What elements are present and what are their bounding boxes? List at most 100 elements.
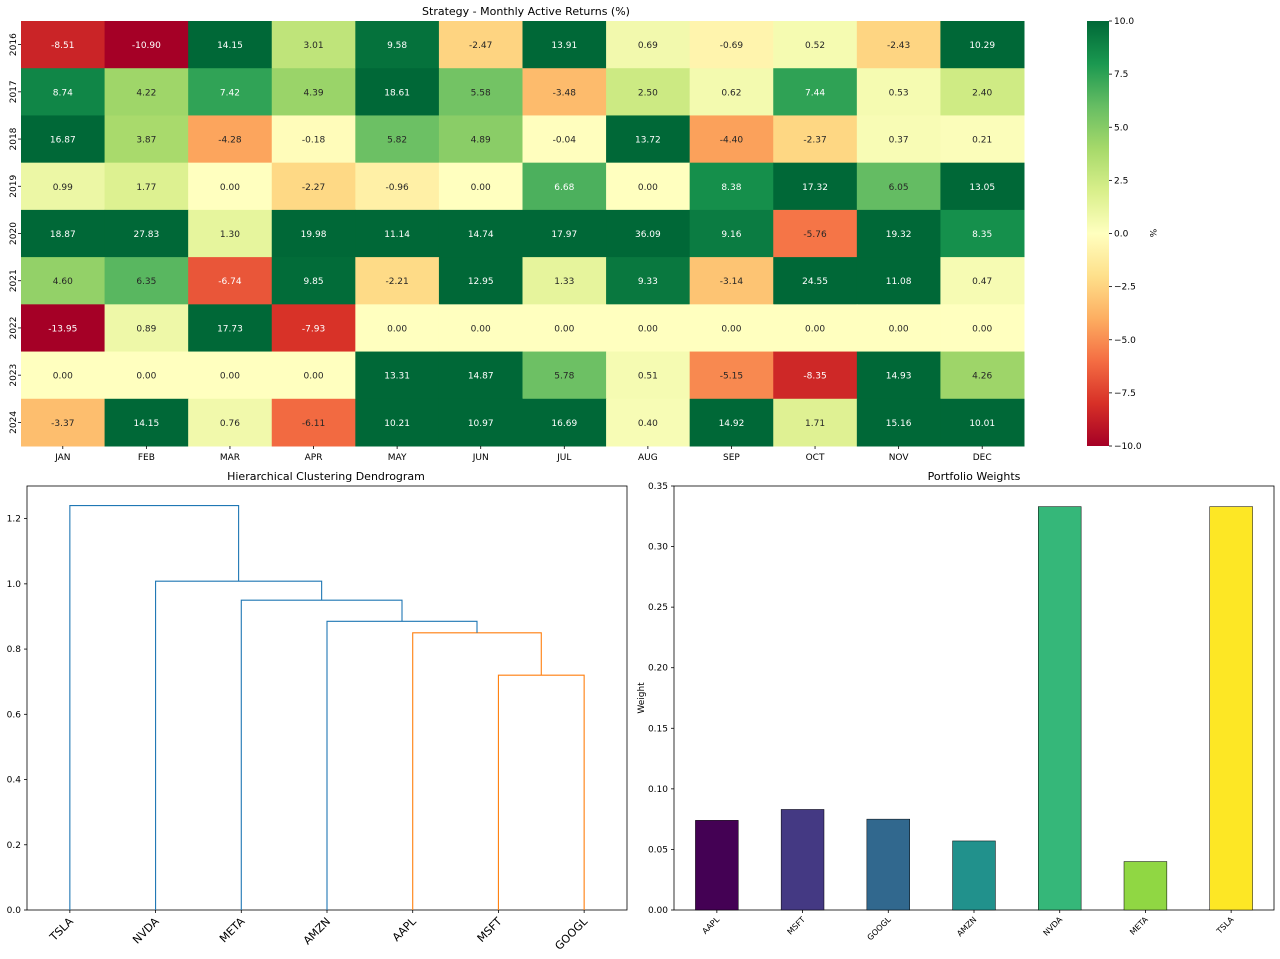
heatmap-cell-label: -6.74: [218, 277, 242, 287]
heatmap-cell-label: 14.93: [886, 372, 912, 382]
heatmap-cell: [188, 21, 273, 69]
heatmap-cell-label: 9.85: [304, 277, 324, 287]
heatmap-cell: [438, 209, 523, 258]
heatmap-cell-label: -0.04: [553, 136, 577, 146]
heatmap-cell-label: 8.74: [53, 88, 73, 98]
heatmap-cell-label: 16.87: [50, 136, 76, 146]
heatmap-cell-label: 15.16: [886, 419, 912, 429]
bar-y-tick-label: 0.20: [648, 664, 668, 674]
heatmap-cell: [856, 209, 941, 258]
heatmap-cell-label: -4.28: [218, 136, 242, 146]
heatmap-cell: [21, 257, 106, 305]
heatmap-cell-label: 14.92: [719, 419, 745, 429]
heatmap-cell: [940, 209, 1025, 258]
dendrogram-leaf-label: AAPL: [390, 914, 420, 944]
heatmap-cell-label: -4.40: [720, 136, 744, 146]
heatmap-cell-label: -2.27: [302, 183, 325, 193]
heatmap-cell-label: 24.55: [802, 277, 828, 287]
heatmap-cell: [522, 351, 607, 400]
heatmap-cell-label: -2.21: [385, 277, 408, 287]
colorbar-tick-label: 7.5: [1114, 70, 1128, 80]
heatmap-cell: [438, 115, 523, 164]
dendrogram-y-ticks: 0.0 0.2 0.4 0.6 0.8 1.0 1.2: [7, 515, 27, 916]
heatmap-cell-label: 5.78: [554, 372, 574, 382]
dendrogram-links: [69, 505, 585, 910]
heatmap-cell: [689, 209, 774, 258]
heatmap-cell-label: 13.91: [551, 41, 577, 51]
heatmap-cell-label: 0.00: [554, 324, 574, 334]
heatmap-cell: [271, 257, 356, 305]
heatmap-cell-label: 10.97: [468, 419, 494, 429]
heatmap-cell: [689, 68, 774, 116]
bar: [952, 840, 996, 911]
heatmap-cell: [606, 257, 691, 305]
colorbar-tick-label: −10.0: [1114, 442, 1142, 452]
bar: [1123, 861, 1168, 911]
heatmap-cell: [21, 115, 106, 164]
heatmap-cell: [940, 115, 1025, 164]
heatmap-cell: [856, 351, 941, 400]
heatmap-cell: [940, 162, 1025, 211]
bar-title: Portfolio Weights: [928, 470, 1021, 483]
heatmap-cell-label: -8.51: [51, 41, 74, 51]
dendrogram-title: Hierarchical Clustering Dendrogram: [227, 470, 425, 483]
heatmap-cell: [856, 398, 941, 447]
heatmap-cell: [21, 209, 106, 258]
dendrogram-leaf-label: AMZN: [301, 915, 333, 947]
colorbar-tick-label: 10.0: [1114, 17, 1134, 27]
heatmap-cell: [606, 162, 691, 211]
heatmap-cell: [188, 398, 273, 447]
colorbar-tick-label: 0.0: [1114, 230, 1129, 240]
heatmap-cell-label: -8.35: [803, 372, 826, 382]
heatmap-cell: [438, 351, 523, 400]
heatmap-cell: [940, 68, 1025, 116]
heatmap-cell-label: 0.00: [136, 372, 156, 382]
heatmap-cell: [522, 68, 607, 116]
heatmap-cell: [188, 257, 273, 305]
heatmap-cell-label: 6.05: [889, 183, 909, 193]
heatmap-cell: [21, 351, 106, 400]
heatmap-cell: [104, 304, 189, 353]
heatmap-cell: [689, 115, 774, 164]
heatmap-cell: [773, 398, 858, 447]
heatmap-y-label: 2017: [9, 80, 19, 103]
heatmap-cell-label: 1.33: [554, 277, 574, 287]
bar-y-tick-label: 0.00: [648, 906, 668, 916]
heatmap-cell: [104, 21, 189, 69]
heatmap-cell-label: 11.14: [384, 230, 410, 240]
heatmap-cell-label: 0.52: [805, 41, 825, 51]
dendrogram-leaf-label: MSFT: [475, 915, 505, 945]
heatmap-cell: [355, 398, 440, 447]
dendrogram-y-tick-label: 0.0: [7, 906, 22, 916]
heatmap-cell: [355, 21, 440, 69]
heatmap-y-label: 2022: [9, 316, 19, 339]
heatmap-cell-label: 14.15: [217, 41, 243, 51]
heatmap-cell: [21, 68, 106, 116]
heatmap-cell-label: 9.33: [638, 277, 658, 287]
dendrogram-leaf-label: META: [217, 915, 248, 946]
colorbar: [1087, 21, 1109, 446]
heatmap-cell-label: 19.98: [301, 230, 327, 240]
bar: [695, 820, 739, 911]
heatmap-cell-label: 0.99: [53, 183, 73, 193]
heatmap-cell-label: 4.39: [304, 88, 324, 98]
dendrogram-link: [326, 620, 478, 910]
heatmap-cell-label: 10.21: [384, 419, 410, 429]
heatmap-cell: [522, 304, 607, 353]
heatmap-x-label: JUN: [472, 453, 489, 463]
bar-x-label: META: [1128, 915, 1150, 937]
heatmap-cell-label: 0.53: [889, 88, 909, 98]
heatmap-cell: [773, 257, 858, 305]
heatmap-cell-label: -3.48: [553, 88, 577, 98]
dendrogram-y-tick-label: 1.0: [7, 580, 22, 590]
heatmap-cell: [773, 21, 858, 69]
colorbar-tick-label: −5.0: [1114, 336, 1136, 346]
heatmap-cell: [606, 21, 691, 69]
heatmap-cell: [438, 304, 523, 353]
heatmap-cell-label: 4.60: [53, 277, 73, 287]
heatmap-cell-label: 27.83: [133, 230, 159, 240]
heatmap-cell: [606, 351, 691, 400]
heatmap-cell-label: -13.95: [48, 324, 77, 334]
dendrogram-y-tick-label: 0.2: [7, 841, 21, 851]
heatmap-y-labels: 2016 2017 2018 2019 2020 2021 2022 2023 2024: [9, 33, 21, 434]
